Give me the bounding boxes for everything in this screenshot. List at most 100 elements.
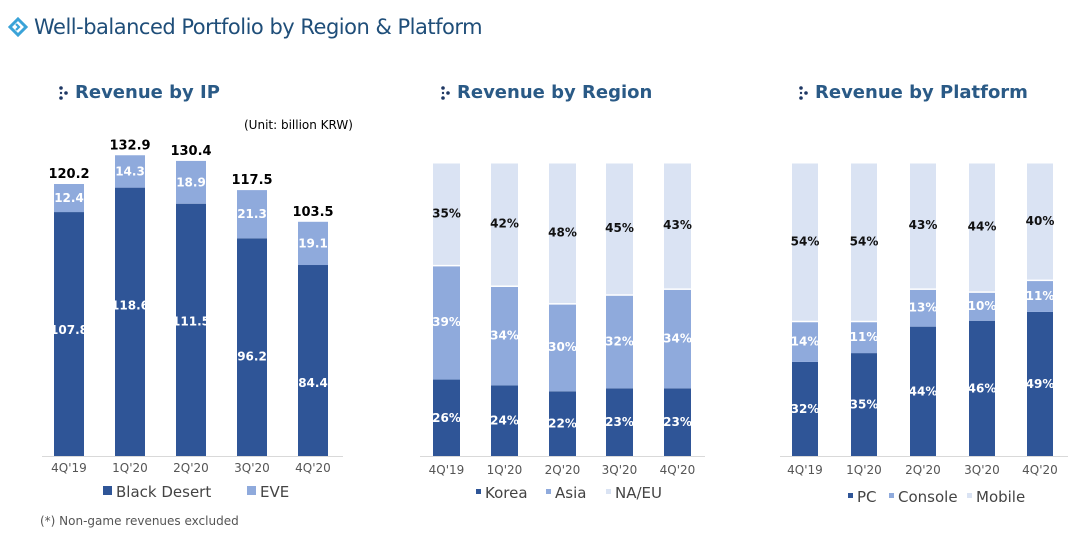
x-tick-label: 4Q'20: [1022, 463, 1058, 477]
bar-na-eu-1Q20: [491, 163, 518, 286]
data-label: 11%: [850, 330, 879, 344]
bar-black-desert-1Q20: [115, 187, 145, 456]
bar-mobile-4Q20: [1027, 163, 1053, 280]
bar-korea-4Q20: [664, 388, 691, 456]
bar-eve-4Q19: [54, 184, 84, 213]
total-label: 120.2: [48, 167, 89, 182]
dots-arrow-icon: [441, 85, 450, 100]
data-label: 96.2: [237, 349, 267, 363]
data-label: 34%: [663, 331, 692, 345]
chart-2: 26% 39% 35% 4Q'19 24% 34% 42% 1Q'20 22% 30% 48% 2Q'…: [420, 163, 705, 502]
bar-asia-3Q20: [606, 295, 633, 389]
section-title-platform: Revenue by Platform: [798, 82, 1028, 103]
bar-asia-4Q19: [433, 266, 460, 380]
bar-eve-2Q20: [176, 160, 206, 204]
data-label: 11%: [1026, 289, 1055, 303]
data-label: 40%: [1026, 214, 1055, 228]
data-label: 45%: [605, 221, 634, 235]
data-label: 49%: [1026, 377, 1055, 391]
bar-black-desert-4Q19: [54, 212, 84, 456]
x-tick-label: 1Q'20: [487, 463, 523, 477]
data-label: 26%: [432, 411, 461, 425]
data-label: 42%: [490, 217, 519, 231]
bar-korea-2Q20: [549, 391, 576, 456]
data-label: 22%: [548, 417, 577, 431]
x-tick-label: 3Q'20: [964, 463, 1000, 477]
page-title: Well-balanced Portfolio by Region & Plat…: [8, 12, 483, 42]
bar-asia-4Q20: [664, 289, 691, 389]
data-label: 18.9: [176, 175, 206, 189]
legend-swatch-na-eu: [606, 489, 611, 494]
x-tick-label: 4Q'20: [660, 463, 696, 477]
legend-label-mobile: Mobile: [976, 488, 1025, 506]
total-label: 130.4: [170, 144, 211, 159]
x-tick-label: 4Q'19: [51, 461, 87, 475]
bar-pc-3Q20: [969, 320, 995, 456]
chart-3: 32% 14% 54% 4Q'19 35% 11% 54% 1Q'20 44% 13% 43% 2Q'…: [780, 163, 1068, 506]
total-label: 103.5: [292, 205, 333, 220]
legend-swatch-pc: [848, 493, 853, 498]
data-label: 34%: [490, 328, 519, 342]
bar-console-4Q20: [1027, 281, 1053, 312]
section-title-text: Revenue by Region: [457, 82, 653, 103]
data-label: 43%: [909, 218, 938, 232]
bar-console-4Q19: [792, 322, 818, 362]
legend-label-asia: Asia: [555, 484, 586, 502]
bar-mobile-3Q20: [969, 163, 995, 292]
bar-asia-1Q20: [491, 286, 518, 386]
data-label: 13%: [909, 301, 938, 315]
section-title-region: Revenue by Region: [440, 82, 652, 103]
x-tick-label: 4Q'20: [295, 461, 331, 475]
data-label: 48%: [548, 226, 577, 240]
data-label: 21.3: [237, 207, 267, 221]
bar-korea-3Q20: [606, 388, 633, 456]
legend-swatch-eve: [247, 486, 256, 495]
legend-label-black-desert: Black Desert: [116, 483, 211, 501]
diamond-arrow-icon: [8, 17, 28, 37]
legend-label-korea: Korea: [485, 484, 528, 502]
data-label: 84.4: [298, 376, 328, 390]
bar-korea-1Q20: [491, 385, 518, 456]
legend-label-console: Console: [898, 488, 958, 506]
data-label: 118.6: [111, 299, 149, 313]
data-label: 44%: [909, 384, 938, 398]
x-tick-label: 3Q'20: [234, 461, 270, 475]
bar-console-2Q20: [910, 289, 936, 327]
bar-korea-4Q19: [433, 379, 460, 456]
data-label: 39%: [432, 315, 461, 329]
bar-mobile-4Q19: [792, 163, 818, 321]
data-label: 14.3: [115, 164, 145, 178]
bar-pc-4Q19: [792, 361, 818, 456]
bar-na-eu-4Q20: [664, 163, 691, 289]
data-label: 54%: [791, 234, 820, 248]
x-tick-label: 1Q'20: [846, 463, 882, 477]
chart-1: 107.8 12.4 120.2 4Q'19 118.6 14.3 132.9 1Q'20 11…: [42, 138, 343, 501]
footnote: (*) Non-game revenues excluded: [40, 514, 239, 528]
legend-swatch-console: [889, 493, 894, 498]
section-title-ip: Revenue by IP: [58, 82, 220, 103]
data-label: 32%: [605, 334, 634, 348]
bar-eve-4Q20: [298, 221, 328, 266]
data-label: 10%: [968, 299, 997, 313]
section-title-text: Revenue by Platform: [815, 82, 1028, 103]
legend-label-pc: PC: [857, 488, 877, 506]
x-tick-label: 3Q'20: [602, 463, 638, 477]
bar-pc-1Q20: [851, 353, 877, 456]
legend-label-eve: EVE: [260, 483, 289, 501]
data-label: 35%: [850, 398, 879, 412]
x-tick-label: 4Q'19: [429, 463, 465, 477]
data-label: 19.1: [298, 236, 328, 250]
bar-eve-3Q20: [237, 190, 267, 239]
bar-black-desert-2Q20: [176, 203, 206, 456]
bar-pc-4Q20: [1027, 311, 1053, 456]
bar-black-desert-3Q20: [237, 238, 267, 456]
x-tick-label: 2Q'20: [545, 463, 581, 477]
legend-swatch-asia: [546, 489, 551, 494]
unit-note: (Unit: billion KRW): [244, 118, 353, 132]
data-label: 14%: [791, 334, 820, 348]
data-label: 32%: [791, 402, 820, 416]
section-title-text: Revenue by IP: [75, 82, 220, 103]
data-label: 23%: [663, 415, 692, 429]
data-label: 43%: [663, 218, 692, 232]
